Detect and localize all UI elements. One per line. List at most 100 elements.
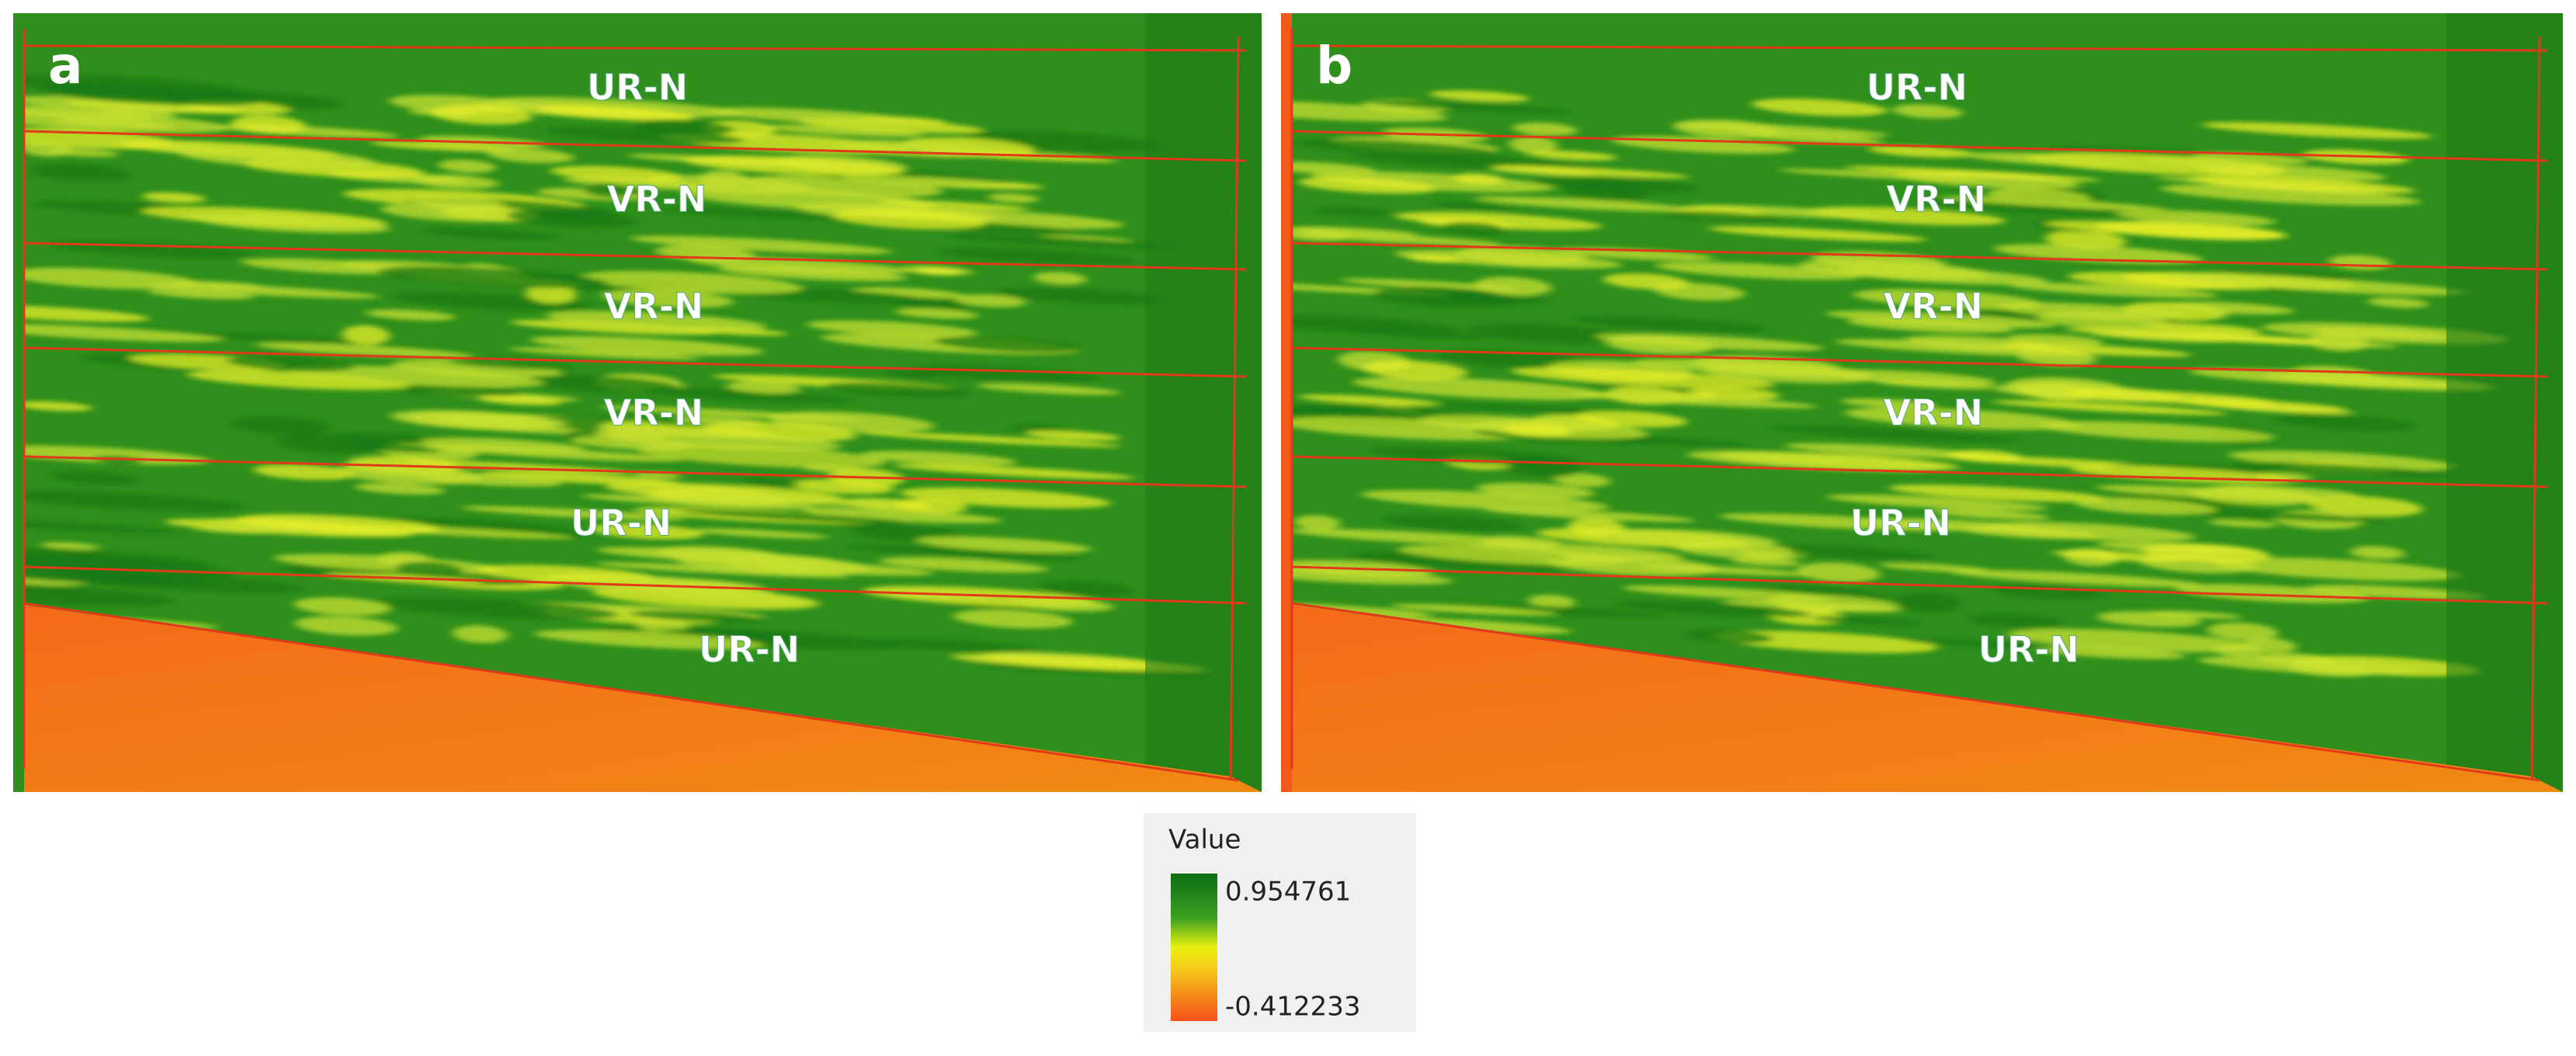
streak — [916, 536, 1092, 554]
streak — [824, 382, 970, 398]
streak — [488, 148, 575, 163]
streak — [883, 369, 939, 380]
streak — [342, 325, 391, 346]
streak — [1432, 202, 1518, 211]
strip-boundary — [1291, 130, 2548, 162]
legend-title: Value — [1168, 825, 1241, 856]
streak — [2008, 283, 2219, 298]
streak — [2228, 450, 2456, 471]
streak — [40, 542, 100, 550]
streak — [2142, 322, 2262, 335]
streak — [1853, 289, 2043, 310]
streak — [1406, 255, 1462, 263]
streak — [1039, 580, 1134, 597]
streak — [534, 630, 764, 650]
streak — [848, 544, 1081, 561]
strip-label: UR-N — [587, 67, 688, 109]
streak — [1813, 616, 1922, 626]
streak — [1844, 165, 2101, 182]
streak — [1290, 226, 1419, 237]
streak — [593, 429, 842, 451]
streak — [1969, 613, 2064, 629]
streak — [629, 610, 767, 624]
strip-label: UR-N — [571, 502, 672, 544]
streak — [726, 381, 800, 394]
streak — [1281, 100, 1448, 122]
streak — [2067, 271, 2243, 290]
streak — [687, 256, 911, 275]
streak — [2045, 221, 2286, 239]
streak — [583, 183, 634, 198]
streak — [1738, 544, 1793, 560]
streak — [1837, 266, 2048, 285]
streak — [700, 169, 748, 189]
streak — [665, 207, 834, 220]
streak — [2179, 398, 2347, 412]
streak — [1807, 207, 2006, 226]
streak — [1983, 521, 2196, 542]
streak — [1512, 367, 1775, 389]
strip-boundary — [23, 455, 1247, 488]
streak — [13, 323, 224, 342]
streak — [1529, 176, 1700, 193]
streak — [1894, 171, 2081, 189]
streak — [642, 387, 854, 404]
streak — [563, 177, 714, 190]
streak — [550, 165, 683, 182]
streak — [1868, 145, 1975, 158]
streak — [861, 450, 1018, 466]
streak — [1949, 569, 2203, 588]
streak — [1526, 150, 1618, 161]
streak — [13, 96, 195, 113]
strip-boundary — [23, 130, 1247, 162]
streak — [2201, 122, 2432, 139]
streak — [2161, 184, 2421, 206]
streak — [395, 561, 463, 578]
map-panel: a UR-N VR-N VR-N VR-N UR-N UR-N — [13, 13, 1262, 792]
streak — [1840, 398, 1938, 408]
streak — [2307, 495, 2423, 517]
streak — [1512, 122, 1578, 136]
streak — [1315, 207, 1395, 217]
streak — [1859, 518, 2050, 533]
streak — [2168, 301, 2294, 314]
streak — [276, 434, 387, 454]
streak — [1878, 563, 1990, 572]
strip-label: VR-N — [1887, 179, 1987, 221]
streak — [148, 289, 255, 300]
streak — [508, 347, 700, 360]
streak — [506, 209, 637, 228]
streak — [1992, 400, 2227, 415]
streak — [1361, 490, 1609, 512]
streak — [635, 616, 689, 634]
streak — [1994, 244, 2203, 265]
streak — [1572, 392, 1817, 408]
streak — [142, 192, 206, 203]
streak — [803, 507, 1002, 524]
streak — [196, 214, 391, 234]
streak — [13, 304, 150, 322]
streak — [876, 200, 1030, 210]
streak — [226, 356, 355, 372]
dark-edge — [1145, 13, 1262, 792]
streak — [1796, 562, 1880, 583]
strip-boundary — [2530, 36, 2541, 781]
left-edge — [13, 13, 24, 792]
streak — [424, 445, 683, 462]
streak — [253, 464, 356, 481]
streak — [420, 474, 562, 487]
streak — [1767, 595, 1898, 612]
streak — [1026, 430, 1121, 441]
streak — [460, 505, 686, 521]
streak — [19, 140, 71, 157]
streak — [255, 342, 474, 359]
streak — [1476, 482, 1595, 498]
streak — [1769, 426, 2020, 443]
streak — [914, 266, 961, 276]
streak — [1441, 603, 1666, 618]
legend-min: -0.412233 — [1225, 992, 1361, 1023]
strip-boundary — [1291, 241, 2548, 271]
streak — [1998, 342, 2192, 357]
map-image — [13, 13, 1262, 792]
streak — [1295, 139, 1498, 157]
